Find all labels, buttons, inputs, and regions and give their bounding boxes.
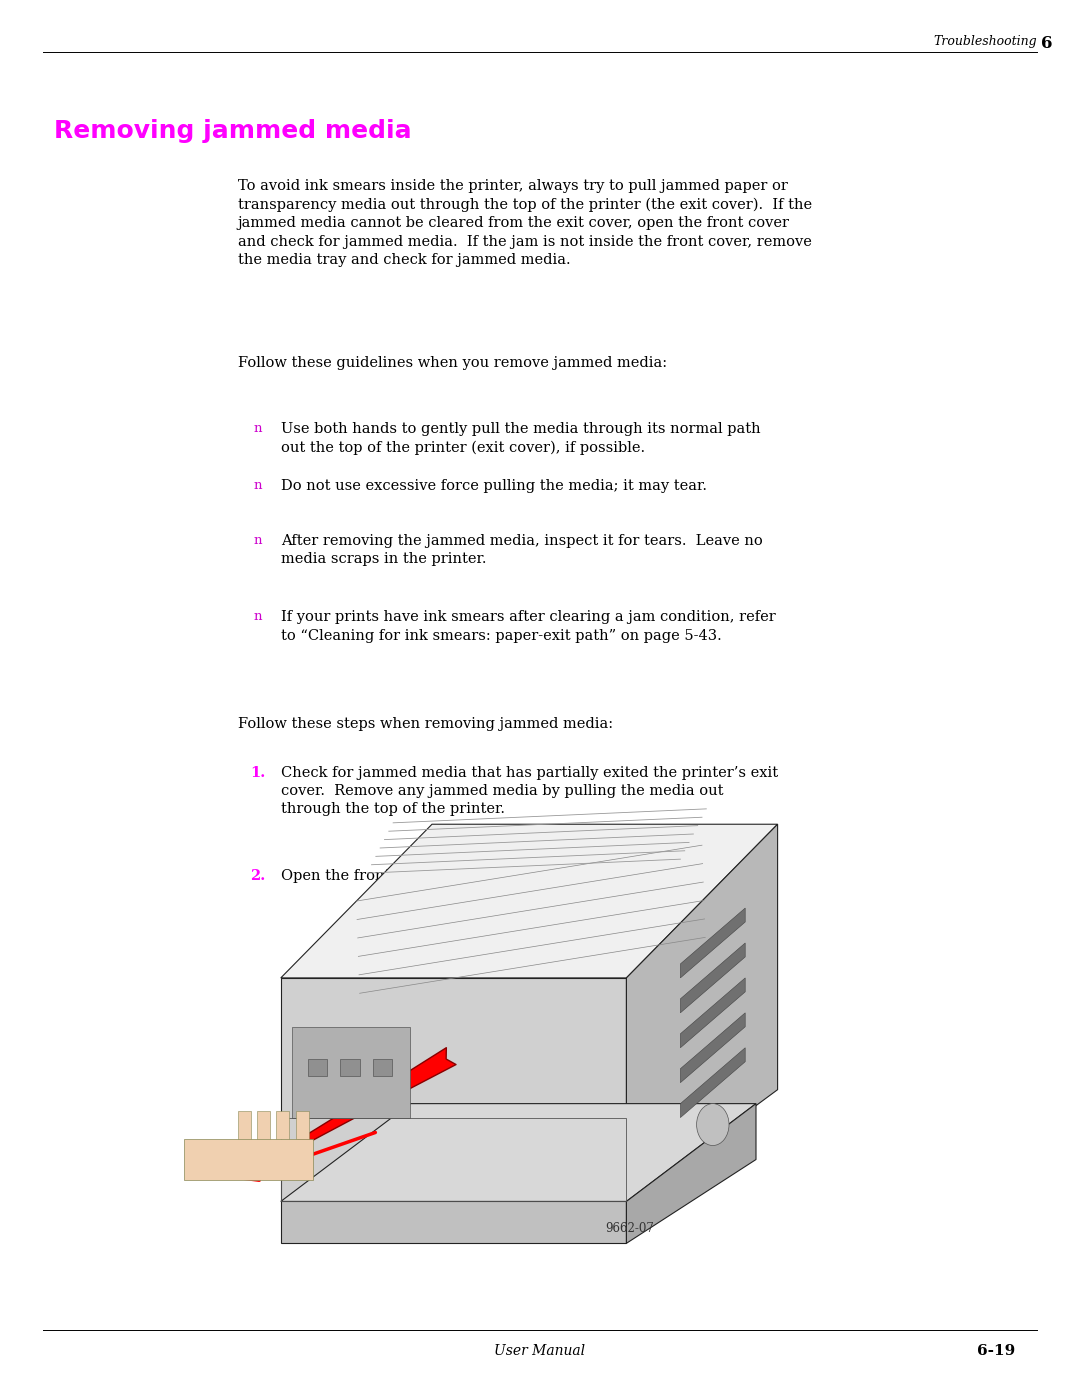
Text: n: n bbox=[254, 534, 262, 546]
Text: Troubleshooting: Troubleshooting bbox=[933, 35, 1037, 47]
Polygon shape bbox=[281, 1104, 756, 1201]
Polygon shape bbox=[292, 1027, 410, 1118]
Text: n: n bbox=[254, 610, 262, 623]
Text: 6: 6 bbox=[1041, 35, 1053, 52]
Text: If your prints have ink smears after clearing a jam condition, refer
to “Cleanin: If your prints have ink smears after cle… bbox=[281, 610, 775, 643]
Bar bbox=[340, 1059, 360, 1076]
Circle shape bbox=[697, 1104, 729, 1146]
Text: n: n bbox=[254, 479, 262, 492]
Polygon shape bbox=[281, 824, 778, 978]
Text: 9662-07: 9662-07 bbox=[605, 1222, 653, 1235]
Polygon shape bbox=[680, 908, 745, 978]
Polygon shape bbox=[184, 1139, 313, 1180]
Text: Check for jammed media that has partially exited the printer’s exit
cover.  Remo: Check for jammed media that has partiall… bbox=[281, 766, 778, 816]
Polygon shape bbox=[680, 978, 745, 1048]
Text: Removing jammed media: Removing jammed media bbox=[54, 119, 411, 142]
Polygon shape bbox=[276, 1111, 289, 1139]
Bar bbox=[308, 1059, 327, 1076]
Text: 1.: 1. bbox=[251, 766, 266, 780]
Polygon shape bbox=[257, 1111, 270, 1139]
Bar bbox=[373, 1059, 392, 1076]
Polygon shape bbox=[281, 1201, 626, 1243]
Polygon shape bbox=[626, 824, 778, 1201]
Text: After removing the jammed media, inspect it for tears.  Leave no
media scraps in: After removing the jammed media, inspect… bbox=[281, 534, 762, 566]
Text: Use both hands to gently pull the media through its normal path
out the top of t: Use both hands to gently pull the media … bbox=[281, 422, 760, 455]
Text: To avoid ink smears inside the printer, always try to pull jammed paper or
trans: To avoid ink smears inside the printer, … bbox=[238, 179, 812, 267]
Text: Follow these steps when removing jammed media:: Follow these steps when removing jammed … bbox=[238, 717, 612, 731]
Text: 2.: 2. bbox=[251, 869, 266, 883]
Text: Follow these guidelines when you remove jammed media:: Follow these guidelines when you remove … bbox=[238, 356, 666, 370]
Polygon shape bbox=[238, 1111, 251, 1139]
Polygon shape bbox=[680, 943, 745, 1013]
Polygon shape bbox=[296, 1111, 309, 1139]
Text: Open the front cover and check for jammed media.: Open the front cover and check for jamme… bbox=[281, 869, 660, 883]
Text: User Manual: User Manual bbox=[495, 1344, 585, 1358]
Text: n: n bbox=[254, 422, 262, 434]
Polygon shape bbox=[680, 1013, 745, 1083]
Text: 6-19: 6-19 bbox=[977, 1344, 1015, 1358]
Polygon shape bbox=[680, 1048, 745, 1118]
Polygon shape bbox=[281, 978, 626, 1201]
Polygon shape bbox=[626, 1104, 756, 1243]
Text: Do not use excessive force pulling the media; it may tear.: Do not use excessive force pulling the m… bbox=[281, 479, 706, 493]
